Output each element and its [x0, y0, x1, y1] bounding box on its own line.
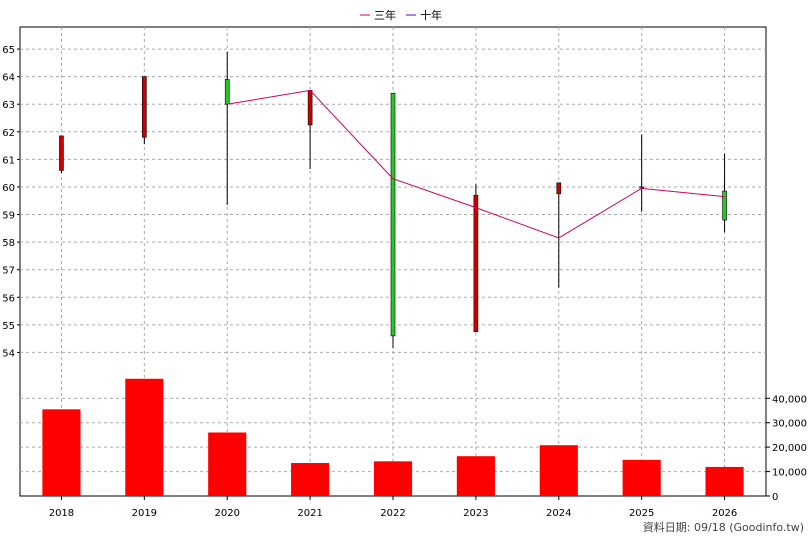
price-tick-label-65: 65 — [2, 45, 15, 56]
volume-tick-label-0: 0 — [772, 492, 778, 503]
series-line-0 — [227, 89, 725, 239]
x-tick-label-2020: 2020 — [214, 508, 239, 519]
volume-tick-label-30000: 30,000 — [772, 419, 807, 430]
volume-tick-label-20000: 20,000 — [772, 443, 807, 454]
price-tick-label-59: 59 — [2, 211, 15, 222]
legend-label-0: 三年 — [374, 8, 396, 22]
price-tick-label-56: 56 — [2, 293, 15, 304]
volume-bar-2026 — [705, 466, 744, 496]
candle-body-2026 — [722, 190, 727, 221]
legend: 三年 十年 — [360, 8, 442, 22]
volume-bar-2018 — [42, 409, 81, 496]
x-tick-label-2026: 2026 — [712, 508, 737, 519]
volume-bar-2020 — [208, 432, 247, 496]
price-tick-label-60: 60 — [2, 183, 15, 194]
volume-bar-2025 — [622, 459, 661, 496]
price-tick-label-55: 55 — [2, 321, 15, 332]
price-tick-label-61: 61 — [2, 155, 15, 166]
x-tick-label-2021: 2021 — [297, 508, 322, 519]
price-tick-label-62: 62 — [2, 128, 15, 139]
candle-body-2020 — [224, 79, 230, 105]
axis-ticks: 54 55 56 57 58 59 60 61 62 63 64 65 0 10,000 20,000 30,… — [2, 45, 807, 519]
candle-body-2023 — [473, 194, 479, 333]
source-credit: 資料日期: 09/18 (Goodinfo.tw) — [643, 520, 804, 534]
x-tick-label-2023: 2023 — [463, 508, 488, 519]
volume-bar-2024 — [539, 445, 578, 496]
price-tick-label-57: 57 — [2, 266, 15, 277]
candle-body-2021 — [307, 90, 313, 126]
volume-bar-2021 — [291, 463, 330, 496]
price-tick-label-54: 54 — [2, 348, 15, 359]
volume-bar-2023 — [456, 456, 495, 496]
price-tick-label-63: 63 — [2, 100, 15, 111]
x-tick-label-2019: 2019 — [132, 508, 157, 519]
x-tick-label-2018: 2018 — [49, 508, 74, 519]
candle-body-2025 — [639, 186, 644, 189]
price-tick-label-64: 64 — [2, 73, 15, 84]
volume-bars — [42, 378, 744, 496]
average-lines — [227, 89, 725, 239]
volume-tick-label-10000: 10,000 — [772, 468, 807, 479]
candlesticks — [59, 51, 727, 349]
candle-body-2024 — [556, 182, 562, 195]
legend-label-1: 十年 — [420, 8, 442, 22]
x-tick-label-2024: 2024 — [546, 508, 571, 519]
price-tick-label-58: 58 — [2, 238, 15, 249]
x-tick-label-2022: 2022 — [380, 508, 405, 519]
candle-body-2022 — [390, 92, 396, 337]
volume-tick-label-40000: 40,000 — [772, 394, 807, 405]
volume-bar-2019 — [125, 378, 164, 496]
candle-body-2019 — [142, 76, 147, 138]
candle-body-2018 — [59, 135, 64, 171]
x-tick-label-2025: 2025 — [629, 508, 654, 519]
volume-bar-2022 — [373, 461, 413, 496]
